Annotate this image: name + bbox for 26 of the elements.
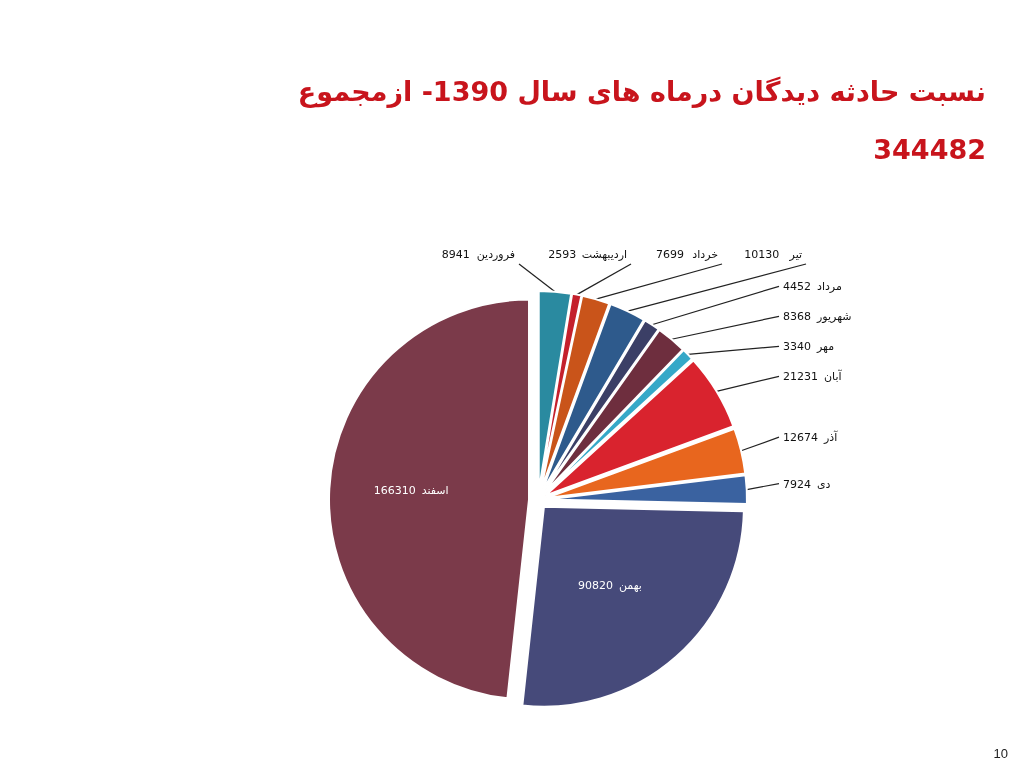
text: 10	[993, 746, 1008, 761]
slice-label: آذر	[823, 430, 839, 445]
data-label: 7699	[656, 248, 685, 261]
data-label: 2593	[548, 248, 577, 261]
chart-title: نسبت حادثه دیدگان درماه های سال 1390- ازمجموع 344482	[296, 75, 986, 167]
data-label: 8941	[441, 248, 470, 261]
data-label: 7924	[783, 477, 811, 491]
slice-label: شهریور	[816, 310, 852, 324]
data-label: 8368	[783, 310, 811, 324]
data-label: 90820	[577, 579, 613, 593]
data-label: 12674	[783, 431, 818, 445]
slice-label: اسفند	[421, 483, 449, 497]
slice-label: تیر	[788, 248, 803, 261]
data-label: 3340	[783, 340, 811, 354]
slice-label: فروردین	[476, 248, 516, 261]
slice-label: خرداد	[692, 248, 719, 261]
slice-label: بهمن	[618, 579, 642, 593]
slice-label: مرداد	[817, 280, 842, 294]
slice-label: اردیبهشت	[581, 248, 628, 261]
slice-label: آبان	[824, 369, 843, 384]
data-label: 4452	[783, 280, 811, 294]
slice-label: مهر	[816, 340, 835, 354]
data-label: 10130	[744, 248, 780, 261]
data-label: 21231	[783, 370, 818, 384]
data-label: 166310	[373, 483, 416, 497]
slice-label: دی	[817, 477, 831, 491]
